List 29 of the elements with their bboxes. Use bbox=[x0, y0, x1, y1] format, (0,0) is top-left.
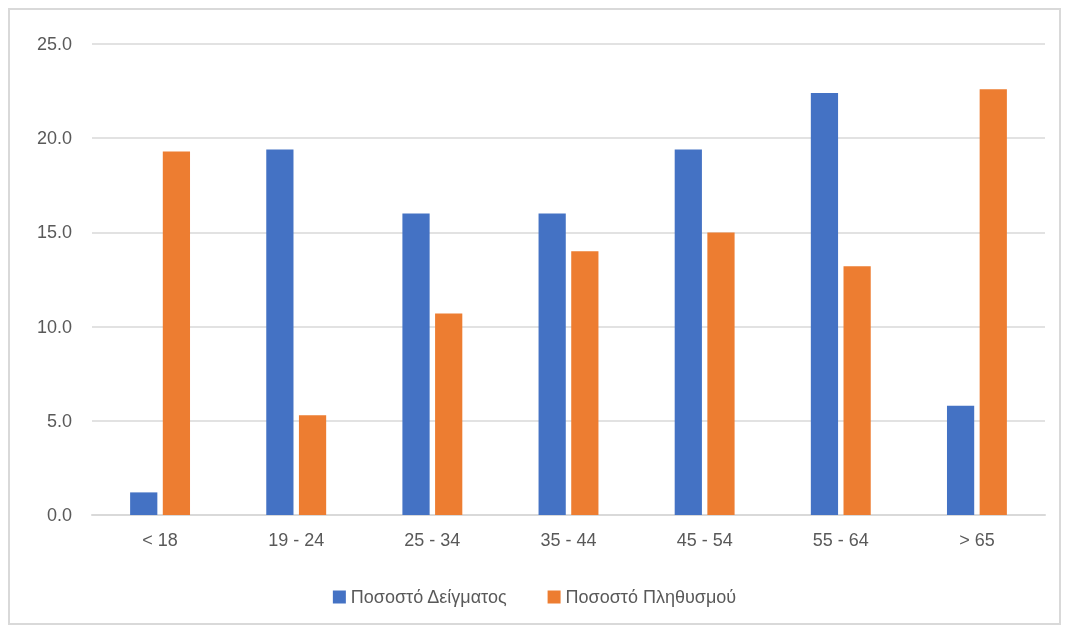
bar bbox=[402, 213, 430, 515]
x-tick-label: < 18 bbox=[142, 530, 178, 550]
bar bbox=[266, 149, 294, 515]
bar bbox=[571, 251, 599, 515]
x-tick-label: > 65 bbox=[959, 530, 995, 550]
x-tick-label: 25 - 34 bbox=[404, 530, 461, 550]
bar bbox=[946, 405, 975, 515]
y-tick-label: 25.0 bbox=[36, 34, 72, 54]
y-tick-label: 15.0 bbox=[36, 222, 72, 243]
y-tick-label: 20.0 bbox=[36, 128, 72, 149]
bar bbox=[162, 151, 191, 515]
y-tick-label: 5.0 bbox=[46, 410, 72, 431]
legend-label: Ποσοστό Δείγματος bbox=[350, 587, 507, 607]
bar bbox=[674, 149, 702, 515]
bar bbox=[130, 492, 158, 515]
y-tick-label: 0.0 bbox=[46, 505, 72, 525]
bar bbox=[979, 89, 1007, 515]
x-tick-label: 19 - 24 bbox=[268, 530, 325, 550]
bar bbox=[298, 415, 327, 515]
x-tick-label: 35 - 44 bbox=[540, 530, 597, 550]
bar bbox=[810, 92, 839, 515]
bar bbox=[843, 266, 871, 515]
x-tick-label: 45 - 54 bbox=[676, 530, 733, 550]
bar bbox=[435, 313, 463, 515]
legend-label: Ποσοστό Πληθυσμού bbox=[565, 587, 737, 607]
y-tick-label: 10.0 bbox=[36, 316, 72, 337]
bar bbox=[538, 213, 566, 515]
bar bbox=[707, 232, 735, 515]
x-tick-label: 55 - 64 bbox=[812, 530, 869, 550]
